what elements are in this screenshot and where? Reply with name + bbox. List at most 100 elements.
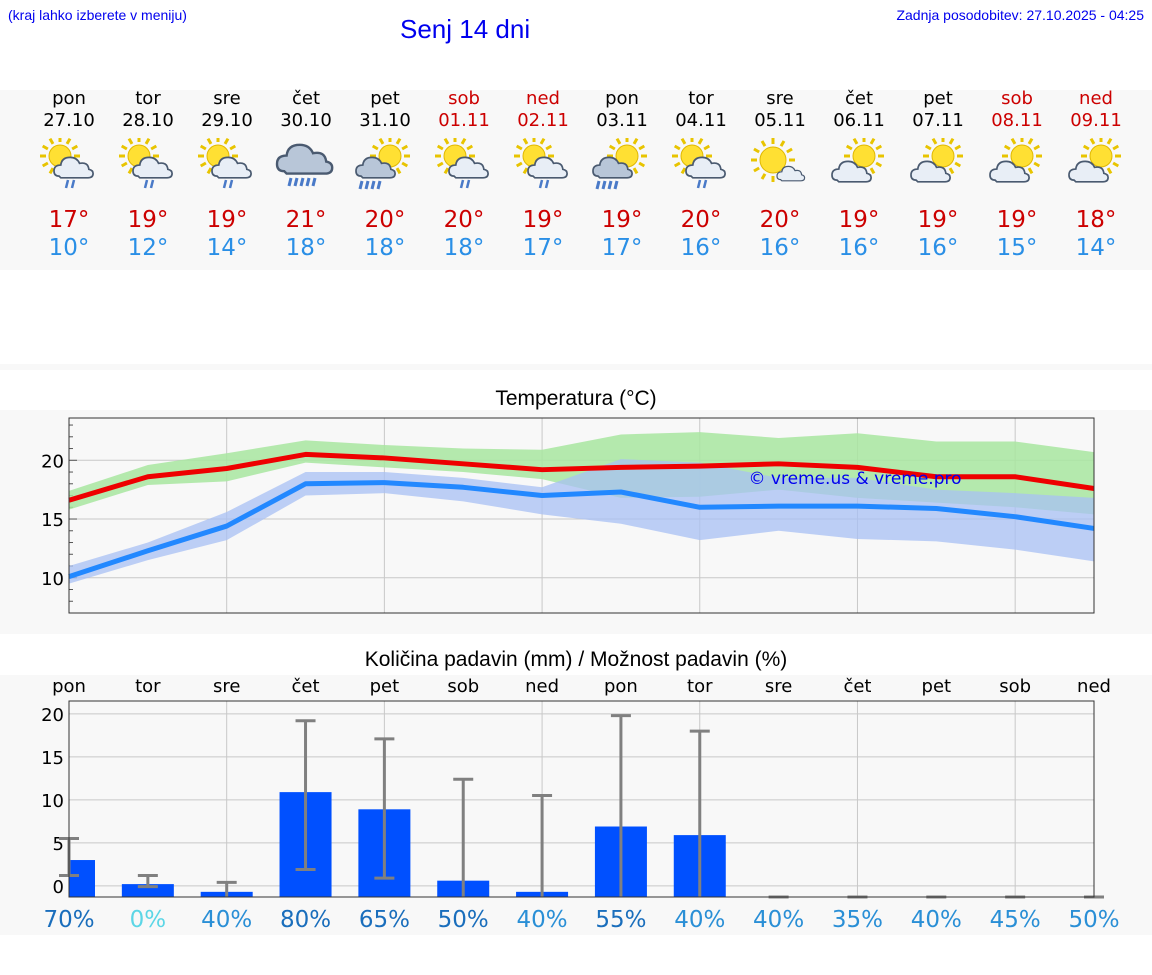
max-temperature-line [68,451,1095,503]
day-date: 06.11 [833,110,885,131]
max-temperature: 19° [996,207,1038,233]
precipitation-bar [69,860,95,897]
location-menu-hint: (kraj lahko izberete v meniju) [8,7,187,23]
precipitation-probability: 40% [911,907,962,933]
max-temperature: 19° [522,207,564,233]
min-temperature: 14° [1075,235,1117,261]
day-column: ned 09.11 18° 14° [1057,88,1136,262]
sun-cloud-rain-icon [109,136,188,202]
max-temperature: 19° [917,207,959,233]
day-date: 08.11 [991,110,1043,131]
max-temperature: 19° [838,207,880,233]
x-category-label: sre [213,676,240,697]
precipitation-probability: 40% [674,907,725,933]
y-tick-label: 20 [41,705,64,726]
min-temperature: 16° [680,235,722,261]
y-tick-label: 15 [41,510,64,531]
day-column: ned 02.11 19° 17° [504,88,583,262]
precipitation-probability: 70% [43,907,94,933]
y-tick-label: 10 [41,791,64,812]
day-of-week: sre [766,88,794,109]
day-date: 05.11 [754,110,806,131]
day-date: 01.11 [438,110,490,131]
day-date: 30.10 [280,110,332,131]
y-tick-label: 20 [41,451,64,472]
day-of-week: pon [52,88,86,109]
min-temperature: 17° [601,235,643,261]
cloud-rain-icon [267,138,346,202]
day-date: 31.10 [359,110,411,131]
day-date: 07.11 [912,110,964,131]
x-category-label: sob [999,676,1031,697]
x-category-label: pet [370,676,400,697]
x-category-label: tor [135,676,161,697]
max-temperature: 19° [206,207,248,233]
sun-cloud-rain-icon [425,136,504,202]
x-category-label: ned [525,676,559,697]
precipitation-chart: pon tor sre čet pet sob ned pon tor sre čet pet sob n… [41,676,1119,933]
day-of-week: pet [923,88,953,109]
sun-cloud-icon [1057,136,1136,202]
x-category-label: čet [843,676,871,697]
min-temperature: 16° [759,235,801,261]
x-category-label: pon [52,676,86,697]
x-category-label: pon [604,676,638,697]
sun-small-cloud-icon [741,138,820,202]
max-temperature: 20° [680,207,722,233]
day-of-week: pon [605,88,639,109]
max-temperature: 20° [443,207,485,233]
day-of-week: tor [135,88,161,109]
x-category-label: pet [922,676,952,697]
max-temperature: 21° [285,207,327,233]
precipitation-probability: 40% [753,907,804,933]
x-category-label: ned [1077,676,1111,697]
min-temperature: 18° [364,235,406,261]
day-column: sre 05.11 20° 16° [741,88,820,262]
sun-cloud-heavy-rain-icon [346,136,425,202]
min-temperature: 18° [443,235,485,261]
precipitation-probability: 65% [359,907,410,933]
sun-cloud-rain-icon [662,136,741,202]
day-date: 29.10 [201,110,253,131]
min-temperature: 12° [127,235,169,261]
day-of-week: sob [448,88,480,109]
precipitation-bar [121,884,174,897]
precipitation-probability: 50% [438,907,489,933]
day-column: pet 31.10 20° 18° [346,88,425,262]
sun-cloud-rain-icon [504,136,583,202]
y-tick-label: 0 [53,877,64,898]
sun-cloud-rain-icon [30,136,109,202]
precipitation-probability: 55% [595,907,646,933]
forecast-strip [0,90,1152,270]
plot-frame [68,417,1095,614]
day-date: 28.10 [122,110,174,131]
last-updated: Zadnja posodobitev: 27.10.2025 - 04:25 [896,7,1144,23]
max-temperature: 17° [48,207,90,233]
day-of-week: tor [688,88,714,109]
max-temperature: 19° [601,207,643,233]
day-date: 09.11 [1070,110,1122,131]
sun-cloud-icon [820,136,899,202]
day-date: 02.11 [517,110,569,131]
day-column: sob 01.11 20° 18° [425,88,504,262]
sun-cloud-heavy-rain-icon [583,136,662,202]
day-date: 04.11 [675,110,727,131]
y-tick-label: 5 [53,834,64,855]
max-temperature: 20° [364,207,406,233]
min-temperature: 16° [838,235,880,261]
min-temperature: 10° [48,235,90,261]
day-of-week: čet [844,88,874,109]
min-temperature-line [68,480,1095,579]
sun-cloud-icon [899,136,978,202]
temperature-chart: 10 15 20 © vreme.us & vreme.pro [41,417,1095,614]
precipitation-probability: 40% [201,907,252,933]
x-category-label: čet [292,676,320,697]
day-column: pet 07.11 19° 16° [899,88,978,262]
day-of-week: sob [1001,88,1033,109]
min-temperature-range-band [69,459,1094,584]
divider [0,364,1152,370]
max-temperature: 18° [1075,207,1117,233]
day-of-week: ned [1079,88,1113,109]
day-of-week: sre [213,88,241,109]
plot-frame [68,700,1095,898]
